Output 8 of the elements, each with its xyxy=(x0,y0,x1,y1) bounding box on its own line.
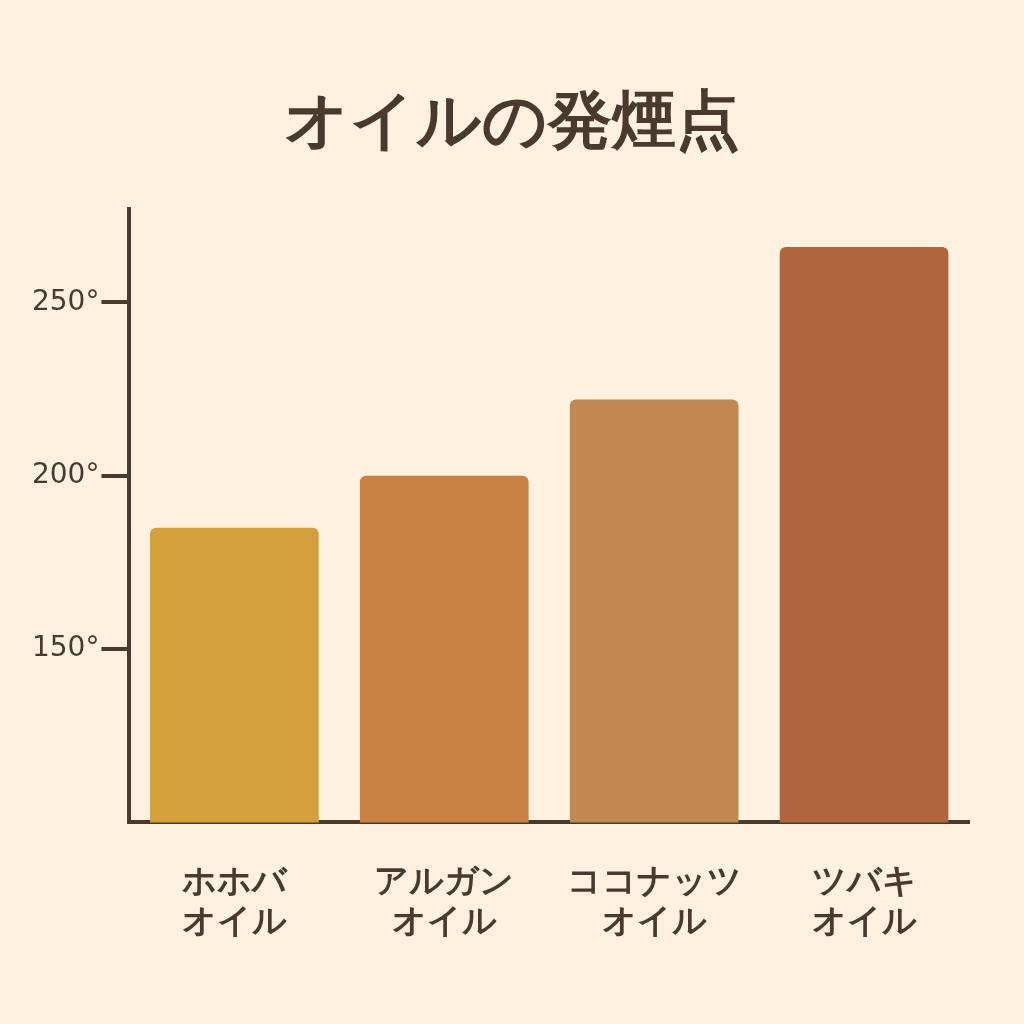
x-tick-label: ココナッツオイル xyxy=(566,859,742,941)
x-tick-label: ツバキオイル xyxy=(811,859,917,941)
y-tick-label: 250° xyxy=(31,283,100,317)
y-tick-label: 150° xyxy=(31,630,100,664)
y-tick-label: 200° xyxy=(31,457,100,491)
x-tick-label: アルガンオイル xyxy=(374,859,515,941)
chart-title: オイルの発煙点 xyxy=(283,82,741,159)
x-tick-label: ホホバオイル xyxy=(181,859,288,941)
